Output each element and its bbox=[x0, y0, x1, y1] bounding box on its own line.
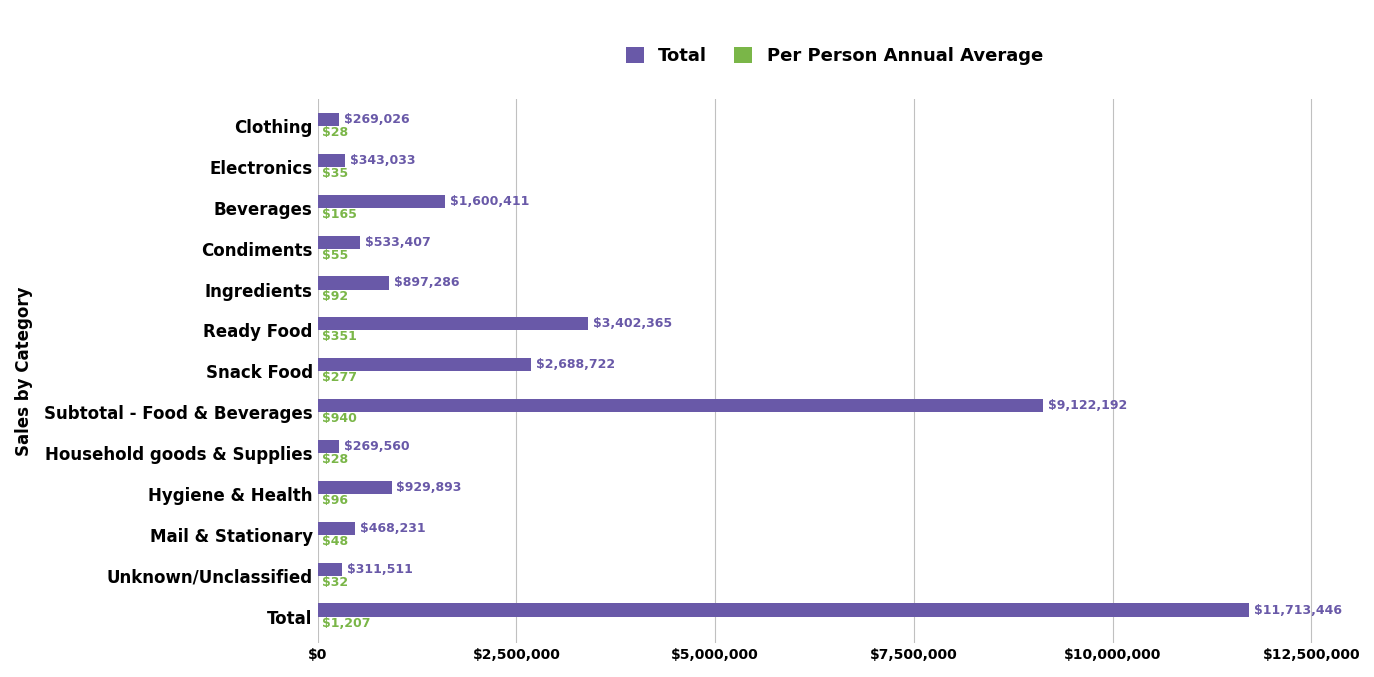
Text: $92: $92 bbox=[323, 290, 349, 303]
Text: $32: $32 bbox=[323, 575, 349, 589]
Text: $96: $96 bbox=[323, 494, 349, 507]
Text: $351: $351 bbox=[323, 330, 357, 343]
Legend: Total, Per Person Annual Average: Total, Per Person Annual Average bbox=[618, 40, 1050, 72]
Text: $3,402,365: $3,402,365 bbox=[592, 318, 672, 330]
Text: $28: $28 bbox=[323, 126, 349, 139]
Bar bbox=[317, 236, 360, 248]
Text: $940: $940 bbox=[323, 412, 357, 425]
Text: $343,033: $343,033 bbox=[349, 154, 415, 167]
Text: $468,231: $468,231 bbox=[360, 522, 425, 535]
Bar bbox=[317, 603, 1249, 617]
Text: $897,286: $897,286 bbox=[394, 276, 459, 290]
Text: $48: $48 bbox=[323, 535, 349, 548]
Text: $1,600,411: $1,600,411 bbox=[449, 195, 529, 208]
Text: $311,511: $311,511 bbox=[348, 563, 414, 575]
Text: $11,713,446: $11,713,446 bbox=[1253, 603, 1341, 617]
Bar bbox=[317, 276, 389, 290]
Bar bbox=[317, 195, 445, 208]
Bar bbox=[317, 440, 339, 453]
Bar bbox=[317, 318, 588, 330]
Bar bbox=[317, 154, 345, 167]
Text: $269,560: $269,560 bbox=[344, 440, 409, 453]
Text: $277: $277 bbox=[323, 371, 357, 385]
Text: $2,688,722: $2,688,722 bbox=[536, 358, 616, 371]
Text: $533,407: $533,407 bbox=[364, 236, 430, 248]
Bar bbox=[317, 481, 392, 494]
Y-axis label: Sales by Category: Sales by Category bbox=[15, 286, 33, 456]
Text: $55: $55 bbox=[323, 248, 349, 262]
Text: $35: $35 bbox=[323, 167, 349, 180]
Text: $28: $28 bbox=[323, 453, 349, 466]
Text: $929,893: $929,893 bbox=[396, 481, 462, 494]
Bar bbox=[317, 563, 342, 575]
Text: $1,207: $1,207 bbox=[323, 617, 371, 630]
Bar bbox=[317, 358, 532, 371]
Text: $9,122,192: $9,122,192 bbox=[1047, 399, 1127, 412]
Bar bbox=[317, 113, 339, 126]
Bar bbox=[317, 399, 1043, 412]
Bar bbox=[317, 522, 354, 535]
Text: $269,026: $269,026 bbox=[344, 113, 409, 126]
Text: $165: $165 bbox=[323, 208, 357, 221]
